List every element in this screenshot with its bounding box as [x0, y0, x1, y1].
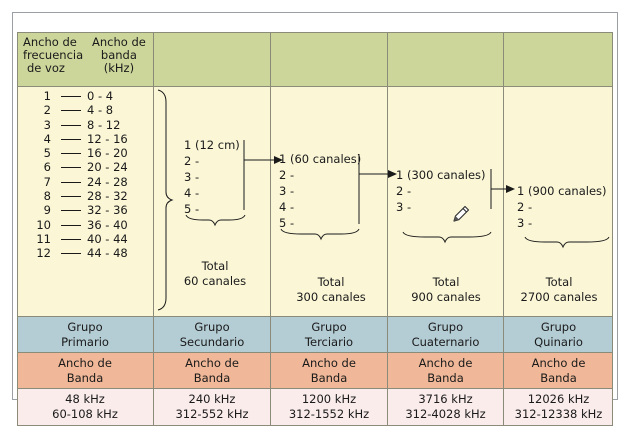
- channel-dash: [61, 124, 81, 126]
- channel-row: 9 32 - 36: [21, 203, 153, 217]
- group-quaternary-total: Total 2700 canales: [520, 275, 598, 304]
- channel-dash: [61, 153, 81, 155]
- channel-dash: [61, 110, 81, 112]
- channel-dash: [61, 96, 81, 97]
- channel-row: 7 24 - 28: [21, 175, 153, 189]
- channel-dash: [61, 238, 81, 240]
- channel-number: 4: [43, 131, 51, 146]
- frequency-value: 3716 kHz 312-4028 kHz: [405, 392, 486, 421]
- header-row: Ancho de frecuencia de voz Ancho de band…: [17, 32, 613, 87]
- channel-number: 2: [43, 103, 51, 118]
- channel-number: 5: [43, 146, 51, 161]
- channel-band: 20 - 24: [87, 160, 128, 175]
- channel-dash: [61, 210, 81, 212]
- group-primary-total: Total 60 canales: [183, 259, 247, 288]
- channel-band: 24 - 28: [87, 174, 128, 189]
- channel-list: 1 0 - 4 2 4 - 8 3 8 - 12 4 12 - 16 5 16 - 20 6 20 -…: [21, 89, 153, 261]
- frequency-value: 48 kHz 60-108 kHz: [52, 392, 118, 421]
- channel-row: 1 0 - 4: [21, 89, 153, 103]
- channel-row: 12 44 - 48: [21, 246, 153, 260]
- ancho-banda-label: Ancho de Banda: [302, 355, 356, 385]
- channel-number: 10: [36, 217, 51, 232]
- grupo-label: Grupo Terciario: [304, 319, 354, 349]
- ancho-banda-label: Ancho de Banda: [58, 355, 112, 385]
- group-tertiary-items: 1 (300 canales) 2 - 3 -: [396, 168, 486, 214]
- frequency-value: 240 kHz 312-552 kHz: [175, 392, 249, 421]
- grupo-row: Grupo Primario Grupo Secundario Grupo Terci…: [17, 317, 613, 353]
- group-primary-items: 1 (12 cm) 2 - 3 - 4 - 5 -: [184, 138, 240, 216]
- header-cell-labels: Ancho de frecuencia de voz Ancho de band…: [17, 32, 154, 87]
- channel-number: 9: [43, 203, 51, 218]
- channel-row: 6 20 - 24: [21, 160, 153, 174]
- channel-dash: [61, 253, 81, 255]
- body-row: 1 0 - 4 2 4 - 8 3 8 - 12 4 12 - 16 5 16 - 20 6 20 -…: [17, 87, 613, 317]
- pencil-icon: [450, 203, 472, 229]
- channel-dash: [61, 167, 81, 169]
- group-secondary-total: Total 300 canales: [296, 275, 366, 304]
- channel-band: 44 - 48: [87, 246, 128, 261]
- channel-number: 12: [36, 246, 51, 261]
- frequency-row: 48 kHz 60-108 kHz 240 kHz 312-552 kHz 1200…: [17, 389, 613, 426]
- group-quaternary-cell: 1 (900 canales) 2 - 3 - Total 2700 canal…: [504, 87, 613, 317]
- channel-band: 28 - 32: [87, 189, 128, 204]
- header-bandwidth-khz: Ancho de banda (kHz): [92, 35, 146, 75]
- header-cell-empty: [154, 32, 271, 87]
- channel-number: 8: [43, 189, 51, 204]
- ancho-banda-label: Ancho de Banda: [531, 355, 586, 385]
- group-quaternary-items: 1 (900 canales) 2 - 3 -: [517, 184, 607, 230]
- channel-band: 16 - 20: [87, 146, 128, 161]
- header-cell-empty: [271, 32, 388, 87]
- group-tertiary-cell: 1 (300 canales) 2 - 3 - Total 900 canale…: [388, 87, 504, 317]
- group-tertiary-total: Total 900 canales: [411, 275, 481, 304]
- group-primary-cell: 1 (12 cm) 2 - 3 - 4 - 5 - Total 60 canal…: [154, 87, 271, 317]
- grupo-label: Grupo Primario: [61, 319, 109, 349]
- channel-number: 1: [43, 89, 51, 103]
- grupo-label: Grupo Quinario: [534, 319, 583, 349]
- channel-band: 36 - 40: [87, 217, 128, 232]
- channel-row: 2 4 - 8: [21, 103, 153, 117]
- channel-row: 11 40 - 44: [21, 232, 153, 246]
- channel-list-cell: 1 0 - 4 2 4 - 8 3 8 - 12 4 12 - 16 5 16 - 20 6 20 -…: [17, 87, 154, 317]
- channel-number: 11: [36, 231, 51, 246]
- ancho-banda-label: Ancho de Banda: [418, 355, 473, 385]
- channel-band: 12 - 16: [87, 131, 128, 146]
- header-cell-empty: [388, 32, 504, 87]
- channel-number: 6: [43, 160, 51, 175]
- ancho-banda-row: Ancho de Banda Ancho de Banda Ancho de Band…: [17, 353, 613, 389]
- grupo-label: Grupo Secundario: [179, 319, 245, 349]
- channel-dash: [61, 196, 81, 198]
- channel-dash: [61, 224, 81, 226]
- header-voice-frequency: Ancho de frecuencia de voz: [23, 35, 84, 75]
- channel-row: 8 28 - 32: [21, 189, 153, 203]
- channel-row: 5 16 - 20: [21, 146, 153, 160]
- channel-band: 4 - 8: [87, 103, 114, 118]
- channel-band: 8 - 12: [87, 117, 121, 132]
- header-cell-empty: [504, 32, 613, 87]
- frequency-value: 1200 kHz 312-1552 kHz: [288, 392, 370, 421]
- multiplex-hierarchy-table: Ancho de frecuencia de voz Ancho de band…: [17, 32, 613, 426]
- channel-dash: [61, 138, 81, 140]
- channel-number: 3: [43, 117, 51, 132]
- channel-row: 3 8 - 12: [21, 118, 153, 132]
- channel-row: 4 12 - 16: [21, 132, 153, 146]
- channel-dash: [61, 181, 81, 183]
- grupo-label: Grupo Cuaternario: [411, 319, 480, 349]
- channel-band: 32 - 36: [87, 203, 128, 218]
- channel-row: 10 36 - 40: [21, 218, 153, 232]
- channel-band: 40 - 44: [87, 231, 128, 246]
- channel-band: 0 - 4: [87, 89, 114, 103]
- group-secondary-items: 1 (60 canales) 2 - 3 - 4 - 5 -: [279, 152, 362, 230]
- frequency-value: 12026 kHz 312-12338 kHz: [514, 392, 603, 421]
- channel-number: 7: [43, 174, 51, 189]
- group-secondary-cell: 1 (60 canales) 2 - 3 - 4 - 5 - Total 300…: [271, 87, 388, 317]
- ancho-banda-label: Ancho de Banda: [185, 355, 239, 385]
